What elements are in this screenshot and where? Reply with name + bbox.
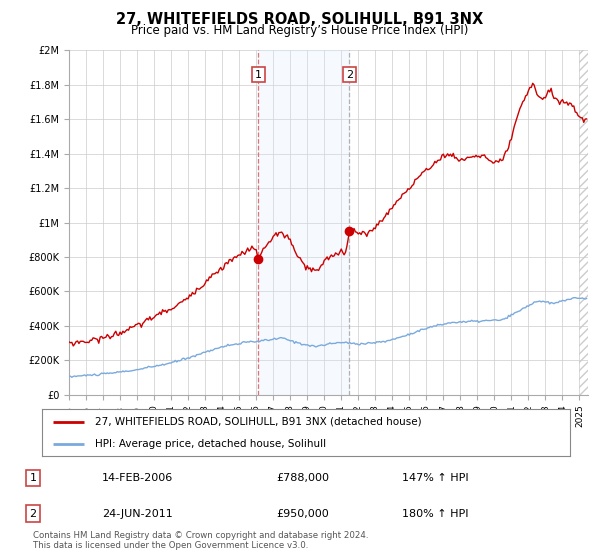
Text: £950,000: £950,000 [276, 508, 329, 519]
Text: 1: 1 [255, 69, 262, 80]
Text: 2: 2 [346, 69, 353, 80]
Text: 27, WHITEFIELDS ROAD, SOLIHULL, B91 3NX (detached house): 27, WHITEFIELDS ROAD, SOLIHULL, B91 3NX … [95, 417, 421, 427]
Text: 24-JUN-2011: 24-JUN-2011 [102, 508, 173, 519]
Text: 14-FEB-2006: 14-FEB-2006 [102, 473, 173, 483]
Text: 27, WHITEFIELDS ROAD, SOLIHULL, B91 3NX: 27, WHITEFIELDS ROAD, SOLIHULL, B91 3NX [116, 12, 484, 27]
Text: 180% ↑ HPI: 180% ↑ HPI [402, 508, 469, 519]
Text: 2: 2 [29, 508, 37, 519]
Text: £788,000: £788,000 [276, 473, 329, 483]
Text: 1: 1 [29, 473, 37, 483]
Text: Price paid vs. HM Land Registry’s House Price Index (HPI): Price paid vs. HM Land Registry’s House … [131, 24, 469, 36]
Text: HPI: Average price, detached house, Solihull: HPI: Average price, detached house, Soli… [95, 438, 326, 449]
Text: Contains HM Land Registry data © Crown copyright and database right 2024.
This d: Contains HM Land Registry data © Crown c… [33, 531, 368, 550]
Text: 147% ↑ HPI: 147% ↑ HPI [402, 473, 469, 483]
Bar [258, 50, 349, 395]
